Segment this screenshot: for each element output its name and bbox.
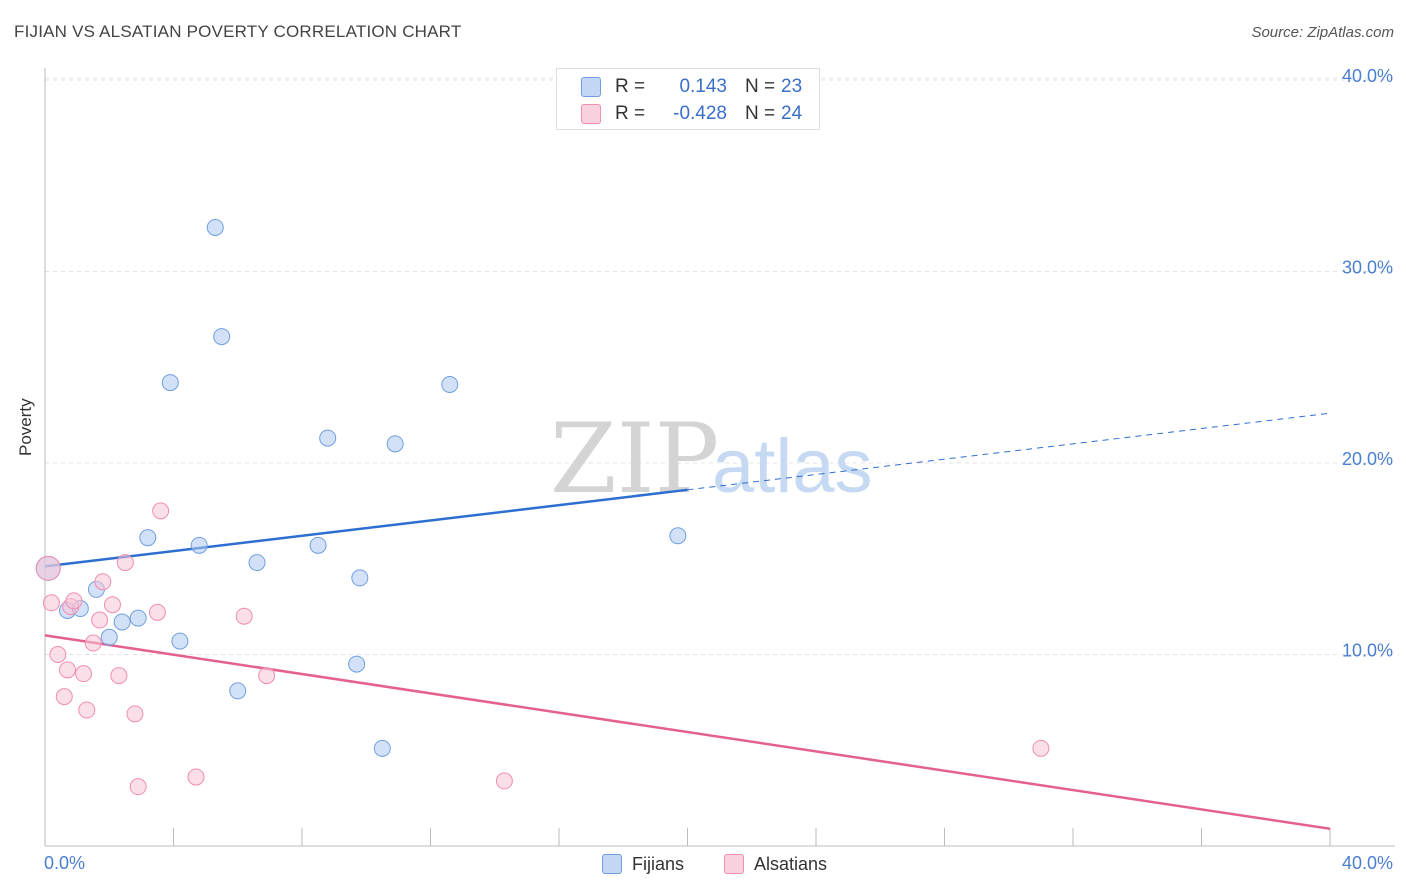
alsatian-point xyxy=(49,646,67,663)
fijian-trend-line xyxy=(44,488,688,568)
alsatian-point xyxy=(94,573,112,591)
alsatian-point xyxy=(42,594,60,612)
grid-lines xyxy=(45,77,1395,655)
fijian-point xyxy=(129,609,147,627)
legend-row-fijians: R = 0.143 N = 23 xyxy=(581,75,802,99)
data-points xyxy=(35,218,1050,796)
fijian-point xyxy=(248,554,266,572)
fijian-point xyxy=(161,374,179,392)
alsatian-point xyxy=(55,688,73,706)
n-value: 24 xyxy=(781,103,803,124)
fijian-point xyxy=(319,429,337,447)
fijian-point xyxy=(669,527,687,545)
fijian-point xyxy=(309,536,327,554)
n-label: N = xyxy=(745,76,776,97)
chart-title: FIJIAN VS ALSATIAN POVERTY CORRELATION C… xyxy=(14,22,462,41)
fijians-legend-label: Fijians xyxy=(632,853,685,874)
alsatian-point xyxy=(110,667,128,685)
alsatian-point xyxy=(35,555,61,581)
alsatian-point xyxy=(116,554,134,572)
legend-row-alsatians: R = -0.428 N = 24 xyxy=(581,102,802,126)
r-value: 0.143 xyxy=(679,76,727,97)
watermark: ZIP atlas xyxy=(550,403,873,515)
y-axis-title: Poverty xyxy=(16,398,35,456)
r-label: R = xyxy=(615,76,646,97)
correlation-legend: R = 0.143 N = 23 R = -0.428 N = 24 xyxy=(556,68,820,130)
alsatians-legend-swatch xyxy=(724,854,744,874)
axes xyxy=(44,68,1395,847)
alsatian-point xyxy=(103,596,121,614)
tick-labels: 10.0% 20.0% 30.0% 40.0% 0.0% 40.0% xyxy=(44,66,1393,873)
fijian-point xyxy=(386,435,404,453)
fijian-point xyxy=(348,655,366,673)
alsatians-legend-label: Alsatians xyxy=(754,853,828,874)
n-value: 23 xyxy=(781,76,803,97)
legend-item-fijians: Fijians xyxy=(602,852,684,876)
alsatian-point xyxy=(148,603,166,621)
alsatian-trend-line xyxy=(44,634,1331,831)
alsatian-point xyxy=(152,502,170,520)
y-tick-label: 30.0% xyxy=(1342,258,1393,278)
y-tick-label: 40.0% xyxy=(1342,66,1393,86)
alsatians-swatch xyxy=(581,104,601,124)
fijian-point xyxy=(351,569,369,587)
alsatian-point xyxy=(58,661,76,679)
fijian-point xyxy=(100,628,118,646)
trend-lines xyxy=(44,412,1331,831)
fijian-point xyxy=(139,529,157,547)
alsatian-point xyxy=(1032,739,1050,757)
fijian-point xyxy=(373,739,391,757)
r-value: -0.428 xyxy=(673,103,727,124)
alsatian-point xyxy=(91,611,109,629)
fijian-point xyxy=(190,536,208,554)
fijian-point xyxy=(171,632,189,650)
alsatian-point xyxy=(126,705,144,723)
alsatian-point xyxy=(235,607,253,625)
alsatian-point xyxy=(495,772,513,790)
y-tick-label: 10.0% xyxy=(1342,641,1393,661)
legend-item-alsatians: Alsatians xyxy=(724,852,827,876)
y-tick-label: 20.0% xyxy=(1342,449,1393,469)
fijian-point xyxy=(229,682,247,700)
alsatian-point xyxy=(258,667,276,685)
fijians-swatch xyxy=(581,77,601,97)
alsatian-point xyxy=(78,701,96,719)
alsatian-point xyxy=(84,634,102,652)
fijians-legend-swatch xyxy=(602,854,622,874)
alsatian-point xyxy=(187,768,205,786)
r-label: R = xyxy=(615,103,646,124)
fijian-trend-extension xyxy=(687,412,1331,491)
alsatian-point xyxy=(65,592,83,610)
x-tick-label: 40.0% xyxy=(1342,853,1393,873)
n-label: N = xyxy=(745,103,776,124)
watermark-atlas: atlas xyxy=(712,424,873,509)
watermark-zip: ZIP xyxy=(550,403,719,515)
fijian-point xyxy=(113,613,131,631)
x-tick-label: 0.0% xyxy=(44,853,85,873)
fijian-point xyxy=(441,375,459,393)
alsatian-point xyxy=(129,778,147,796)
fijian-point xyxy=(206,218,224,236)
source-label: Source: ZipAtlas.com xyxy=(1251,24,1394,41)
fijian-point xyxy=(213,328,231,346)
alsatian-point xyxy=(75,665,93,683)
